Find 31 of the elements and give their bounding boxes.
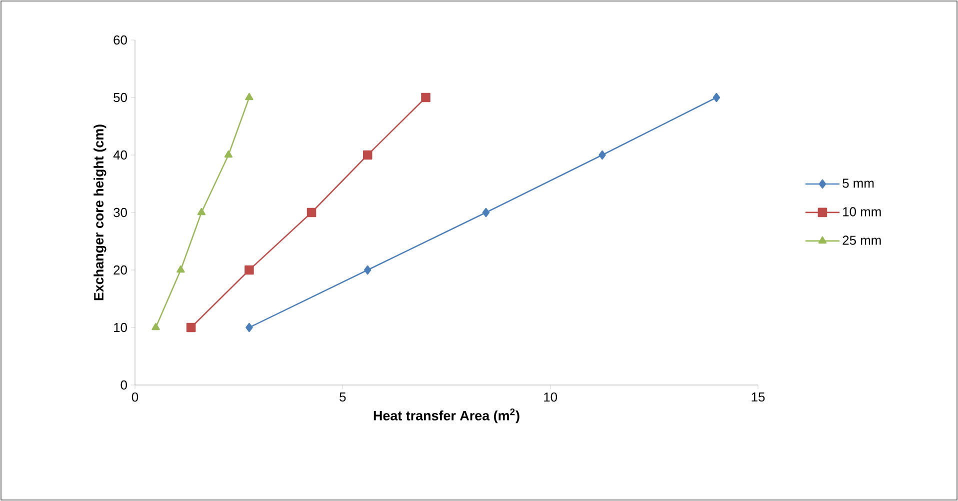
y-tick-label: 50: [114, 92, 127, 102]
y-tick-label: 60: [114, 35, 127, 45]
y-tick-label: 0: [120, 380, 127, 390]
point: [176, 265, 185, 273]
point: [712, 92, 720, 102]
point: [224, 150, 233, 158]
y-tick-label: 20: [114, 265, 127, 275]
point: [244, 265, 254, 275]
point: [482, 208, 490, 218]
legend-label: 25 mm: [842, 236, 881, 245]
x-tick-label: 15: [752, 392, 765, 402]
point: [306, 208, 316, 218]
x-tick-label: 0: [132, 392, 138, 402]
x-tick-label: 5: [340, 392, 346, 402]
legend-label: 10 mm: [843, 207, 881, 216]
point: [197, 208, 206, 216]
y-axis-title: Exchanger core height (cm): [94, 124, 106, 300]
y-tick-label: 40: [113, 150, 127, 160]
point: [364, 265, 372, 275]
point: [186, 322, 196, 332]
point: [152, 322, 160, 330]
y-tick-label: 10: [114, 322, 127, 332]
x-axis-title: Heat transfer Area (m$^{2}$): [374, 408, 520, 424]
point: [362, 150, 372, 160]
point: [246, 322, 253, 332]
point: [421, 92, 430, 102]
legend-label: 5 mm: [842, 178, 874, 188]
x-tick-label: 10: [544, 392, 558, 402]
point: [245, 92, 254, 100]
y-tick-label: 30: [114, 208, 127, 218]
point: [598, 150, 606, 160]
